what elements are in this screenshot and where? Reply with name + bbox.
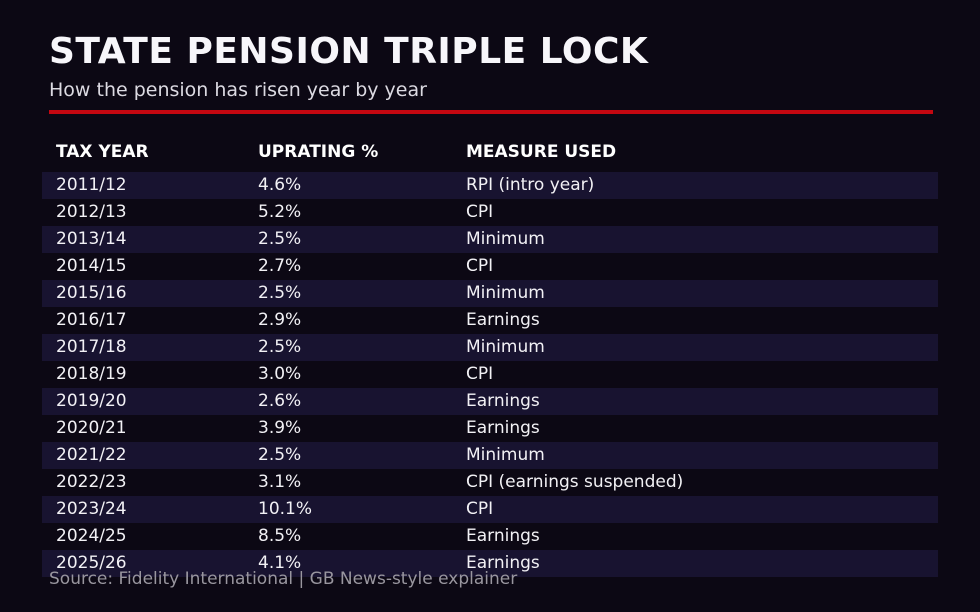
measure-cell: Earnings <box>466 391 540 411</box>
table-row: 2019/20 2.6% Earnings <box>42 388 938 415</box>
tax-year-cell: 2014/15 <box>56 256 127 276</box>
tax-year-cell: 2011/12 <box>56 175 127 195</box>
tax-year-cell: 2013/14 <box>56 229 127 249</box>
uprating-cell: 4.6% <box>258 175 302 195</box>
measure-cell: Minimum <box>466 445 545 465</box>
uprating-cell: 3.9% <box>258 418 302 438</box>
table-row: 2013/14 2.5% Minimum <box>42 226 938 253</box>
column-header-uprating: UPRATING % <box>258 142 379 162</box>
uprating-cell: 3.0% <box>258 364 302 384</box>
tax-year-cell: 2018/19 <box>56 364 127 384</box>
uprating-cell: 2.5% <box>258 229 302 249</box>
table-row: 2014/15 2.7% CPI <box>42 253 938 280</box>
uprating-cell: 3.1% <box>258 472 302 492</box>
tax-year-cell: 2017/18 <box>56 337 127 357</box>
measure-cell: Minimum <box>466 229 545 249</box>
measure-cell: Minimum <box>466 337 545 357</box>
tax-year-cell: 2019/20 <box>56 391 127 411</box>
measure-cell: Earnings <box>466 553 540 573</box>
uprating-cell: 2.5% <box>258 337 302 357</box>
table-row: 2024/25 8.5% Earnings <box>42 523 938 550</box>
measure-cell: CPI <box>466 364 494 384</box>
tax-year-cell: 2021/22 <box>56 445 127 465</box>
table-row: 2022/23 3.1% CPI (earnings suspended) <box>42 469 938 496</box>
uprating-cell: 2.9% <box>258 310 302 330</box>
measure-cell: Earnings <box>466 310 540 330</box>
uprating-cell: 8.5% <box>258 526 302 546</box>
table-row: 2020/21 3.9% Earnings <box>42 415 938 442</box>
table-row: 2023/24 10.1% CPI <box>42 496 938 523</box>
column-header-measure: MEASURE USED <box>466 142 617 162</box>
measure-cell: RPI (intro year) <box>466 175 595 195</box>
table-row: 2017/18 2.5% Minimum <box>42 334 938 361</box>
measure-cell: Minimum <box>466 283 545 303</box>
uprating-cell: 2.6% <box>258 391 302 411</box>
tax-year-cell: 2016/17 <box>56 310 127 330</box>
tax-year-cell: 2024/25 <box>56 526 127 546</box>
table-body: 2011/12 4.6% RPI (intro year) 2012/13 5.2% CP… <box>42 172 938 577</box>
tax-year-cell: 2012/13 <box>56 202 127 222</box>
table-row: 2012/13 5.2% CPI <box>42 199 938 226</box>
source-note: Source: Fidelity International | GB News… <box>49 569 518 589</box>
page-title: STATE PENSION TRIPLE LOCK <box>49 31 649 72</box>
measure-cell: CPI <box>466 202 494 222</box>
table-row: 2021/22 2.5% Minimum <box>42 442 938 469</box>
tax-year-cell: 2020/21 <box>56 418 127 438</box>
measure-cell: Earnings <box>466 418 540 438</box>
uprating-cell: 2.5% <box>258 445 302 465</box>
measure-cell: CPI <box>466 499 494 519</box>
measure-cell: CPI (earnings suspended) <box>466 472 684 492</box>
page-subtitle: How the pension has risen year by year <box>49 79 427 101</box>
red-divider <box>49 110 933 114</box>
uprating-cell: 10.1% <box>258 499 313 519</box>
uprating-cell: 2.5% <box>258 283 302 303</box>
table-row: 2025/26 4.1% Earnings <box>42 550 938 577</box>
tax-year-cell: 2025/26 <box>56 553 127 573</box>
uprating-cell: 4.1% <box>258 553 302 573</box>
tax-year-cell: 2022/23 <box>56 472 127 492</box>
tax-year-cell: 2015/16 <box>56 283 127 303</box>
uprating-cell: 2.7% <box>258 256 302 276</box>
tax-year-cell: 2023/24 <box>56 499 127 519</box>
measure-cell: Earnings <box>466 526 540 546</box>
table-row: 2011/12 4.6% RPI (intro year) <box>42 172 938 199</box>
table-header-row: TAX YEAR UPRATING % MEASURE USED <box>42 139 938 166</box>
uprating-cell: 5.2% <box>258 202 302 222</box>
table-row: 2016/17 2.9% Earnings <box>42 307 938 334</box>
table-row: 2018/19 3.0% CPI <box>42 361 938 388</box>
measure-cell: CPI <box>466 256 494 276</box>
column-header-tax-year: TAX YEAR <box>56 142 149 162</box>
table-row: 2015/16 2.5% Minimum <box>42 280 938 307</box>
